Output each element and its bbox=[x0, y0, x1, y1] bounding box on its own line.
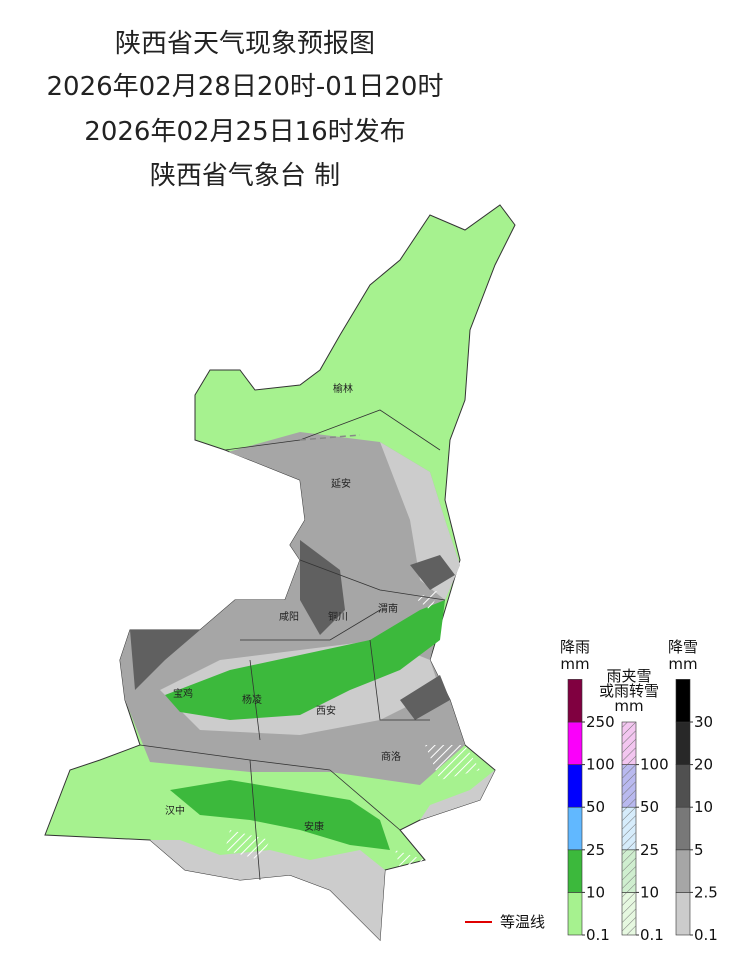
city-label: 榆林 bbox=[333, 382, 353, 395]
legend-hatch bbox=[622, 807, 636, 850]
legend-tick-label: 30 bbox=[694, 713, 713, 731]
legend-hatch bbox=[622, 892, 636, 935]
legend-title: 或雨转雪 bbox=[599, 682, 659, 700]
issued: 2026年02月25日16时发布 bbox=[84, 117, 405, 147]
city-label: 延安 bbox=[331, 477, 351, 490]
legend-title: 降雪 bbox=[668, 638, 698, 656]
legend-swatch bbox=[567, 764, 583, 808]
legend-tick-label: 50 bbox=[586, 798, 605, 816]
legend-tick-label: 250 bbox=[586, 713, 615, 731]
title: 陕西省天气现象预报图 bbox=[115, 29, 375, 59]
legend-hatch bbox=[622, 764, 636, 808]
period: 2026年02月28日20时-01日20时 bbox=[47, 72, 444, 102]
legend-hatch bbox=[622, 849, 636, 893]
legend-tick-label: 20 bbox=[694, 756, 713, 774]
legend-title: 雨夹雪 bbox=[606, 667, 651, 685]
legend-swatch bbox=[675, 679, 691, 723]
legend-swatch bbox=[675, 721, 691, 765]
region-mixed bbox=[225, 590, 480, 868]
legend-tick-label: 0.1 bbox=[694, 926, 718, 944]
city-label: 渭南 bbox=[378, 602, 398, 615]
legend-tick-label: 100 bbox=[640, 756, 669, 774]
city-label: 汉中 bbox=[165, 804, 185, 817]
province-map bbox=[44, 204, 516, 942]
legend-title: mm bbox=[614, 697, 643, 715]
city-label: 咸阳 bbox=[279, 611, 299, 623]
legend-tick-label: 2.5 bbox=[694, 883, 718, 901]
legend-tick-label: 0.1 bbox=[586, 926, 610, 944]
legend-swatch bbox=[675, 849, 691, 893]
legend-title: mm bbox=[560, 655, 589, 673]
legend-swatch bbox=[567, 892, 583, 936]
legend-swatch bbox=[675, 806, 691, 851]
city-label: 杨凌 bbox=[242, 693, 262, 706]
isotherm-label: 等温线 bbox=[500, 913, 545, 931]
legend-swatch bbox=[567, 806, 583, 851]
isotherm bbox=[299, 434, 361, 441]
legend-swatch bbox=[675, 892, 691, 936]
legend-title: mm bbox=[668, 655, 697, 673]
legend: 降雨mm0.1102550100250雨夹雪或雨转雪mm0.1102550100… bbox=[560, 638, 718, 944]
legend-tick-label: 100 bbox=[586, 756, 615, 774]
legend-tick-label: 25 bbox=[640, 841, 659, 859]
city-label: 商洛 bbox=[381, 750, 401, 763]
legend-hatch bbox=[622, 722, 636, 765]
legend-swatch bbox=[567, 721, 583, 765]
legend-swatch bbox=[567, 679, 583, 723]
legend-title: 降雨 bbox=[560, 638, 590, 656]
legend-tick-label: 10 bbox=[586, 883, 605, 901]
city-label: 宝鸡 bbox=[173, 687, 193, 700]
region-snow-heavy bbox=[130, 540, 455, 720]
legend-tick-label: 5 bbox=[694, 841, 704, 859]
legend-swatch bbox=[675, 764, 691, 808]
region-south-rain bbox=[170, 780, 390, 850]
region-boundaries bbox=[139, 409, 446, 881]
region-moderate-rain bbox=[165, 600, 445, 720]
agency: 陕西省气象台 制 bbox=[150, 161, 340, 191]
legend-tick-label: 25 bbox=[586, 841, 605, 859]
legend-tick-label: 10 bbox=[640, 883, 659, 901]
region-south-snow bbox=[150, 770, 495, 940]
legend-tick-label: 0.1 bbox=[640, 926, 664, 944]
city-label: 西安 bbox=[316, 704, 336, 717]
legend-swatch bbox=[567, 849, 583, 893]
legend-tick-label: 10 bbox=[694, 798, 713, 816]
city-label: 铜川 bbox=[328, 611, 348, 623]
legend-tick-label: 50 bbox=[640, 798, 659, 816]
city-label: 安康 bbox=[304, 820, 324, 833]
